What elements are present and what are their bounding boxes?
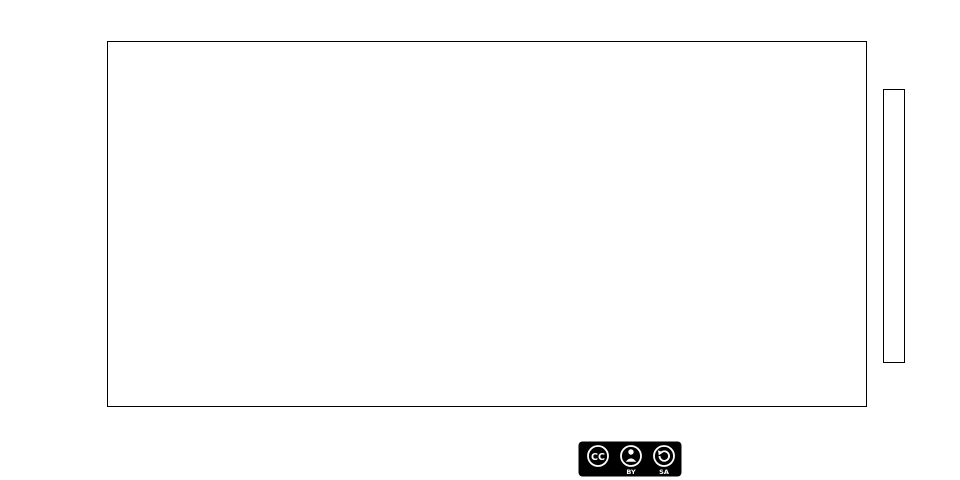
sa-label: SA (659, 468, 669, 476)
by-person-icon: BY (620, 445, 642, 476)
by-label: BY (626, 468, 636, 476)
svg-text:CC: CC (591, 452, 605, 463)
colorbar (883, 89, 905, 363)
cc-icon: CC (587, 445, 609, 467)
sa-arrow-icon: SA (653, 445, 675, 476)
snr-heatmap-canvas (108, 42, 866, 406)
colorbar-gradient-canvas (884, 90, 904, 362)
cc-by-sa-license-badge: CC BY SA (578, 441, 682, 477)
plot-area (107, 41, 867, 407)
